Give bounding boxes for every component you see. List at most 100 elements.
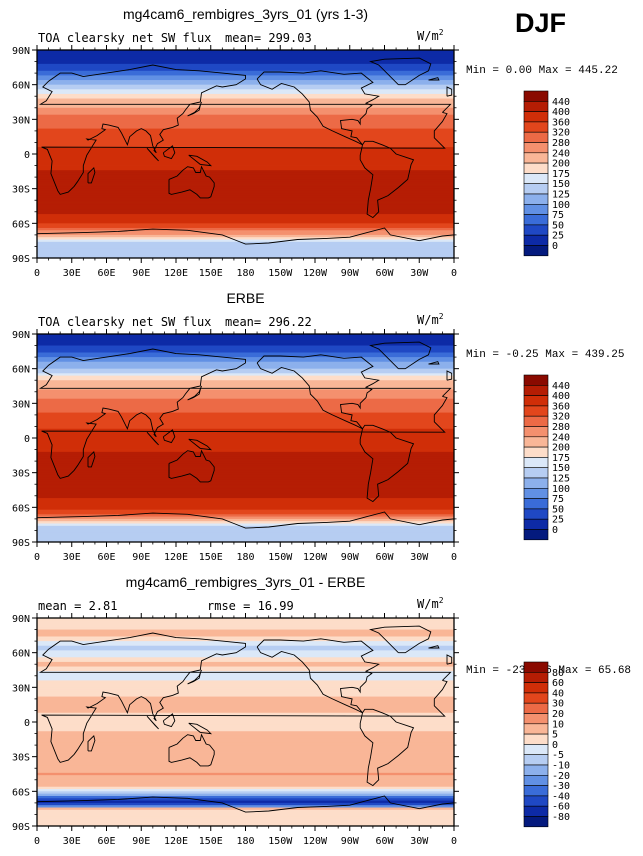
map-band [37,507,454,511]
map-band [37,86,454,90]
y-tick-label: 0 [24,718,30,729]
colorbar-label: -5 [552,750,564,761]
colorbar-swatch [523,395,549,407]
colorbar-swatch [523,508,549,520]
map-band [37,458,454,462]
colorbar-label: 175 [552,453,570,464]
colorbar-label: 0 [552,525,558,536]
map-band [37,377,454,381]
colorbar-label: -40 [552,791,570,802]
map-band [37,440,454,444]
map-band [37,777,454,781]
map-band [37,668,454,672]
colorbar-swatch [523,415,549,427]
coastline [428,645,440,649]
colorbar-swatch [523,488,549,499]
map-band [37,745,454,748]
y-tick-label: 30S [12,185,30,196]
map-band [37,154,454,157]
map-band [37,170,454,173]
map-band [37,221,454,224]
map-band [37,156,454,160]
map-band [37,484,454,487]
map-band [37,763,454,767]
map-band [37,214,454,217]
map-band [37,802,454,806]
coastline [162,429,176,444]
map-band [37,678,454,681]
map-band [37,641,454,644]
map-band [37,712,454,716]
map-band [37,82,454,86]
x-tick-label: 0 [451,552,457,563]
map-band [37,343,454,346]
map-band [37,190,454,194]
map-band [37,151,454,155]
map-band [37,177,454,180]
coastline [256,638,380,714]
map-band [37,648,454,651]
colorbar-label: 0 [552,241,558,252]
map-band [37,493,454,497]
map-band [37,366,454,370]
y-tick-label: 60S [12,787,30,798]
panel-2-subtitle: TOA clearsky net SW flux [38,315,212,329]
map-band [37,782,454,785]
colorbar-label: -10 [552,761,570,772]
map-band [37,756,454,760]
panel-3-units: W/m2 [417,596,444,611]
map-band [37,396,454,400]
colorbar-swatch [523,426,549,438]
map-band [37,505,454,508]
panel-1-title: mg4cam6_rembigres_3yrs_01 (yrs 1-3) [122,6,369,22]
coastline [146,147,159,162]
map-band [37,340,454,344]
map-band [37,444,454,448]
map-band [37,765,454,769]
map-band [37,73,454,76]
map-band [37,509,454,513]
map-band [37,516,454,520]
map-band [37,758,454,762]
x-tick-label: 180 [236,836,254,847]
map-band [37,498,454,501]
map-band [37,731,454,734]
map-band [37,193,454,196]
colorbar-label: 50 [552,220,564,231]
colorbar-label: 0 [552,740,558,751]
map-band [37,424,454,427]
map-band [37,486,454,490]
map-band [37,789,454,792]
map-band [37,715,454,718]
colorbar-swatch [523,457,549,469]
colorbar-label: 400 [552,107,570,118]
x-tick-label: 30E [63,836,81,847]
colorbar-swatch [523,152,549,164]
map-band [37,491,454,494]
colorbar-swatch [523,183,549,195]
map-band [37,50,454,53]
coastline [187,669,202,685]
colorbar-swatch [523,754,549,766]
map-band [37,618,454,621]
colorbar-swatch [523,214,549,226]
coastline [428,77,440,81]
map-band [37,821,454,825]
coastline [359,140,415,219]
map-band [37,93,454,97]
map-band [37,747,454,751]
colorbar-label: 240 [552,432,570,443]
map-band [37,638,454,642]
y-tick-label: 60S [12,219,30,230]
coastline [146,715,159,730]
map-band [37,244,454,247]
map-band [37,188,454,192]
map-band [37,232,454,236]
panel-2-minmax: Min = -0.25 Max = 439.25 [466,349,625,361]
colorbar-label: 200 [552,159,570,170]
map-band [37,384,454,388]
map-band [37,66,454,69]
coastline [256,354,380,430]
colorbar-swatch [523,111,549,123]
map-band [37,370,454,374]
